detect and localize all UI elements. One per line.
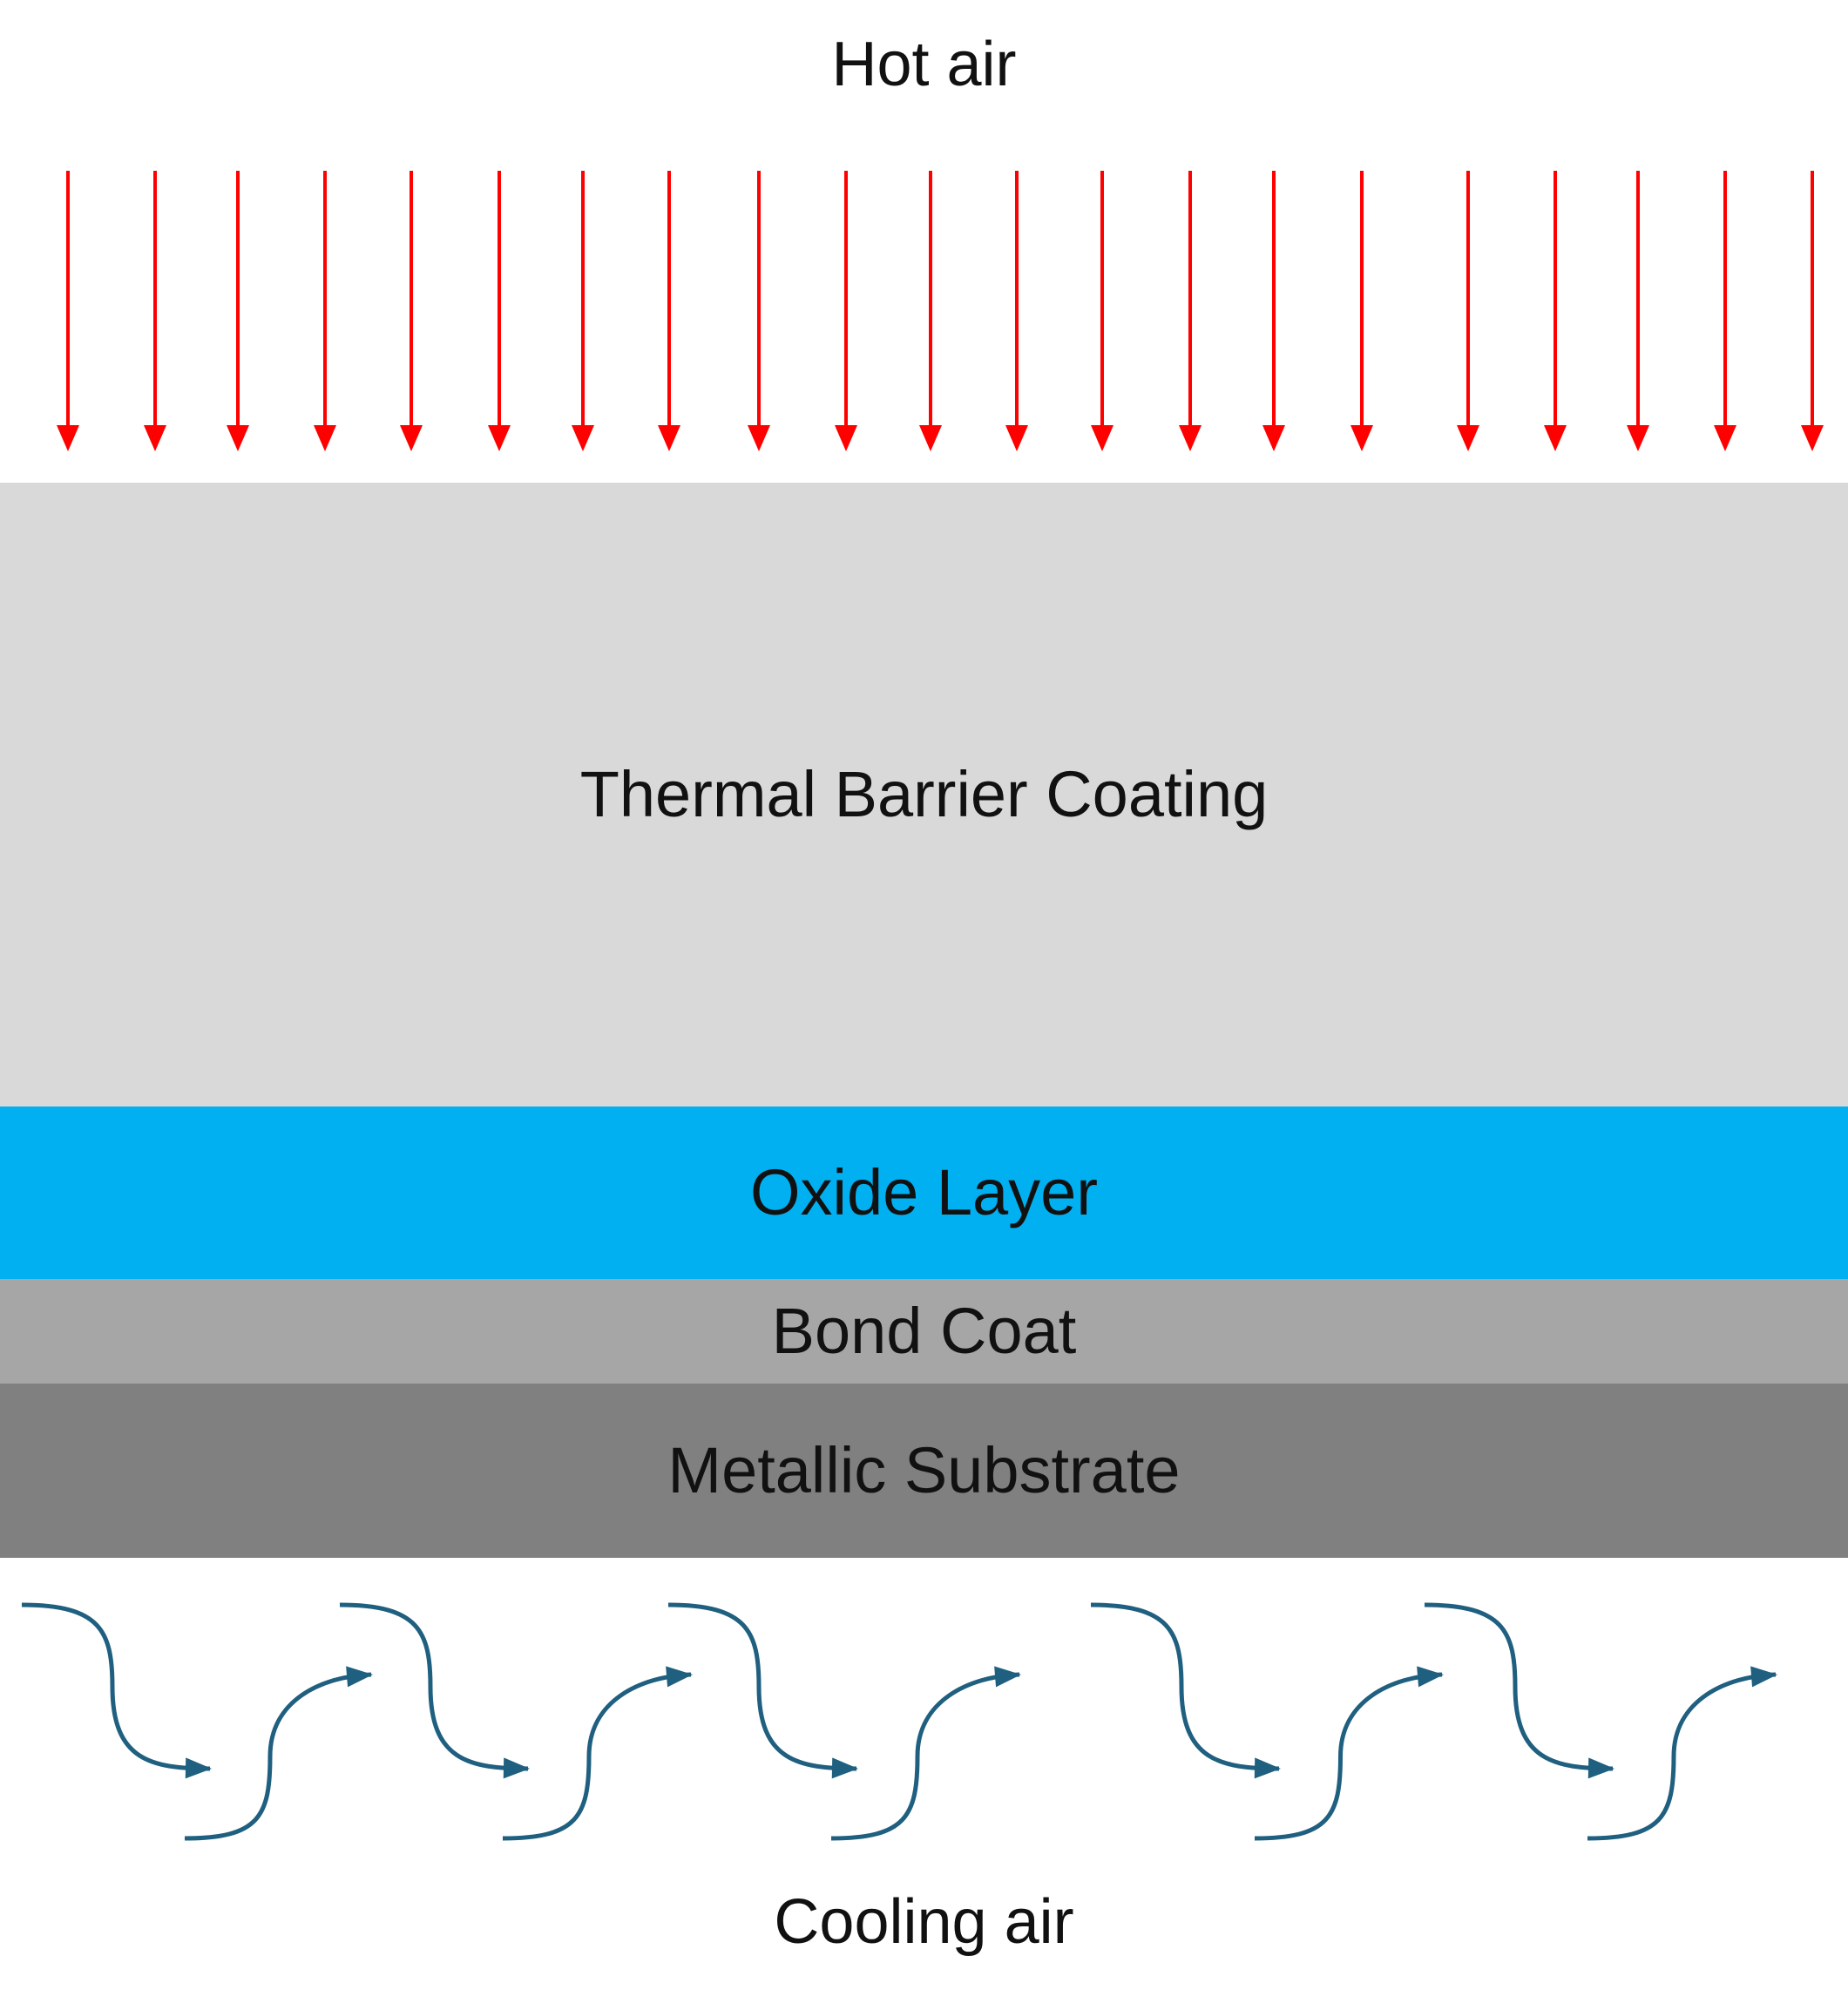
- curved-arrow-icon: [502, 1666, 693, 1841]
- curved-arrow-icon: [830, 1666, 1021, 1841]
- cooling-air-arrows: [21, 1602, 1777, 1841]
- arrow-down-icon: [1457, 171, 1479, 451]
- hot-air-arrows: [57, 171, 1824, 451]
- arrow-down-icon: [1627, 171, 1649, 451]
- curved-arrow-icon: [21, 1602, 212, 1779]
- arrow-down-icon: [144, 171, 166, 451]
- arrow-down-icon: [835, 171, 857, 451]
- hot-air-label: Hot air: [831, 30, 1017, 99]
- arrow-down-icon: [1179, 171, 1202, 451]
- arrow-down-icon: [1350, 171, 1373, 451]
- arrow-down-icon: [1714, 171, 1736, 451]
- oxide-layer: Oxide Layer: [0, 1107, 1848, 1279]
- arrow-down-icon: [488, 171, 511, 451]
- arrow-down-icon: [227, 171, 249, 451]
- oxide-layer-label: Oxide Layer: [750, 1156, 1098, 1228]
- arrow-down-icon: [1091, 171, 1114, 451]
- curved-arrow-icon: [1090, 1602, 1281, 1779]
- curved-arrow-icon: [1424, 1602, 1614, 1779]
- curved-arrow-icon: [184, 1666, 373, 1841]
- arrow-down-icon: [572, 171, 594, 451]
- metallic-substrate-label: Metallic Substrate: [667, 1434, 1181, 1506]
- thermal-barrier-coating-layer: Thermal Barrier Coating: [0, 483, 1848, 1107]
- thermal-barrier-coating-label: Thermal Barrier Coating: [579, 758, 1269, 830]
- arrow-down-icon: [919, 171, 942, 451]
- curved-arrow-icon: [339, 1602, 530, 1779]
- arrow-down-icon: [400, 171, 423, 451]
- bond-coat-layer: Bond Coat: [0, 1279, 1848, 1384]
- arrow-down-icon: [1801, 171, 1824, 451]
- curved-arrow-icon: [667, 1602, 858, 1779]
- bond-coat-label: Bond Coat: [771, 1295, 1077, 1367]
- curved-arrow-icon: [1254, 1666, 1444, 1841]
- arrow-down-icon: [314, 171, 336, 451]
- arrow-down-icon: [1005, 171, 1028, 451]
- arrow-down-icon: [1262, 171, 1285, 451]
- cooling-air-label: Cooling air: [774, 1887, 1074, 1957]
- metallic-substrate-layer: Metallic Substrate: [0, 1384, 1848, 1558]
- arrow-down-icon: [1544, 171, 1567, 451]
- curved-arrow-icon: [1587, 1666, 1777, 1841]
- arrow-down-icon: [57, 171, 79, 451]
- arrow-down-icon: [748, 171, 770, 451]
- arrow-down-icon: [658, 171, 680, 451]
